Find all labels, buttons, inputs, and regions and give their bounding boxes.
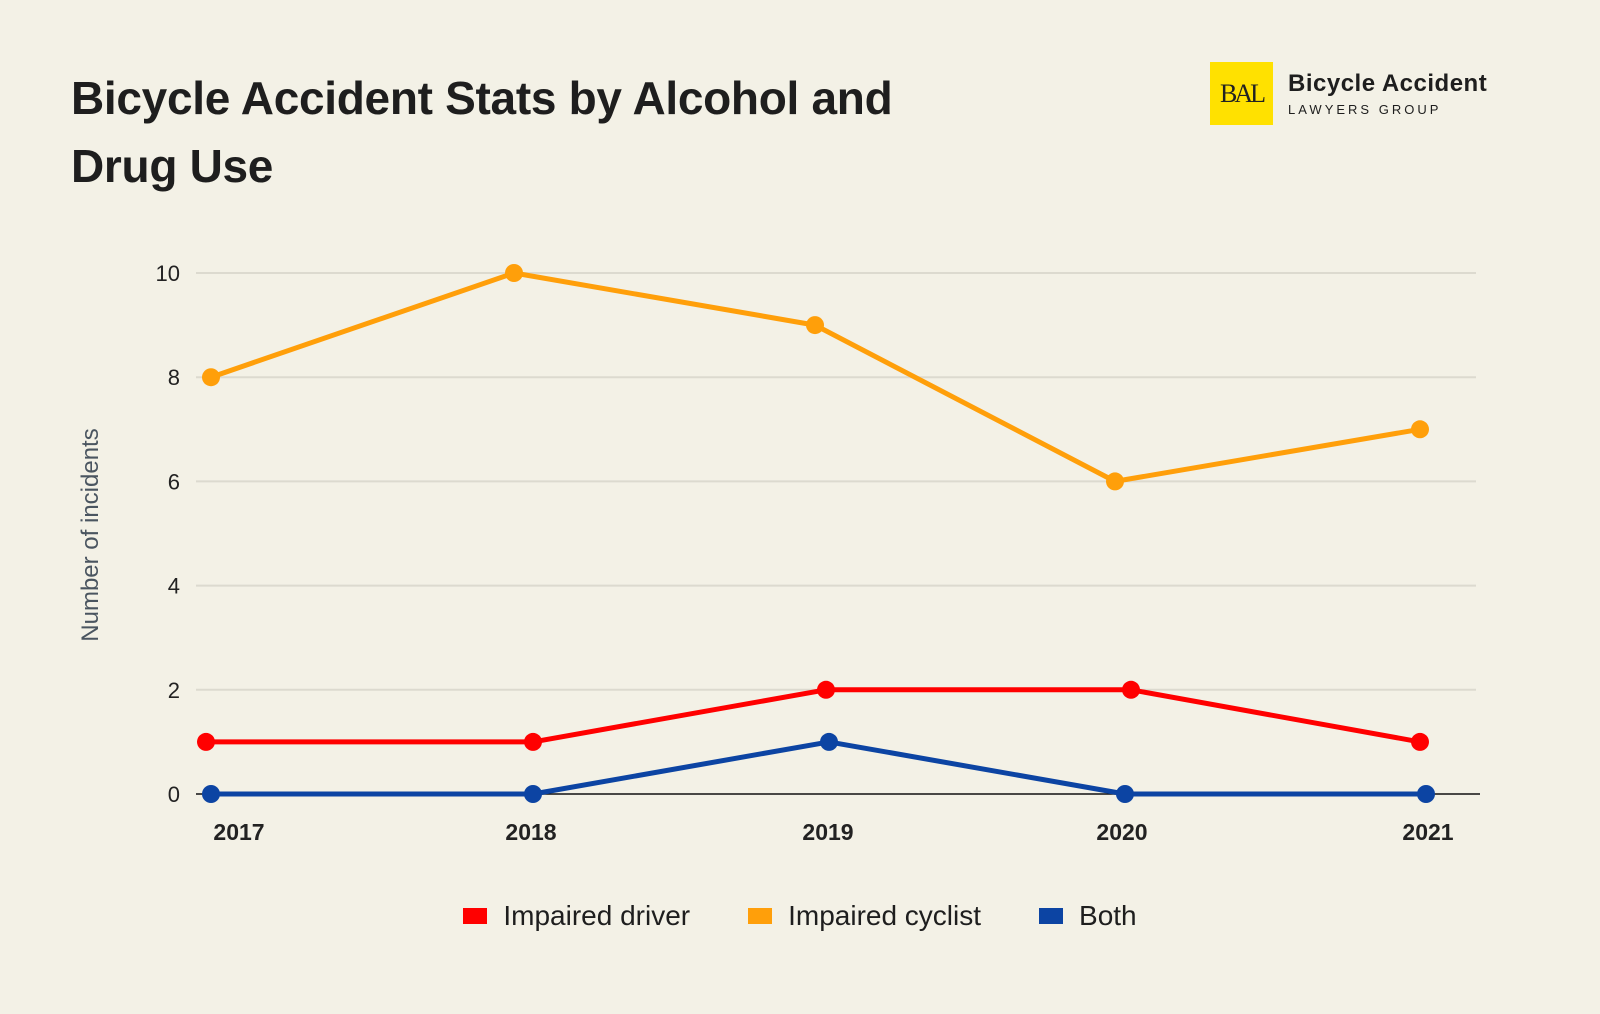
data-point bbox=[524, 785, 542, 803]
data-point bbox=[1106, 472, 1124, 491]
logo: BAL Bicycle Accident LAWYERS GROUP bbox=[1210, 62, 1487, 125]
y-tick-label: 10 bbox=[156, 261, 180, 286]
legend-swatch bbox=[463, 908, 488, 924]
data-point bbox=[202, 368, 220, 387]
y-tick-label: 6 bbox=[168, 469, 180, 494]
y-tick-label: 2 bbox=[168, 678, 180, 703]
data-point bbox=[1411, 732, 1429, 751]
legend-swatch bbox=[1039, 908, 1064, 924]
legend-item-both: Both bbox=[1039, 900, 1137, 932]
data-point bbox=[197, 732, 215, 751]
series-line-both bbox=[211, 739, 1426, 797]
data-point bbox=[202, 785, 220, 803]
y-tick-label: 4 bbox=[168, 574, 180, 599]
x-tick-label: 2018 bbox=[505, 819, 556, 845]
x-tick-label: 2020 bbox=[1096, 819, 1147, 845]
legend-item-impaired-driver: Impaired driver bbox=[463, 900, 690, 932]
y-tick-label: 0 bbox=[168, 782, 180, 807]
logo-line1: Bicycle Accident bbox=[1288, 70, 1488, 97]
logo-mark: BAL bbox=[1210, 62, 1273, 125]
data-point bbox=[524, 732, 542, 751]
series-line-impaired-driver bbox=[206, 687, 1421, 745]
data-point bbox=[806, 316, 824, 335]
data-point bbox=[1122, 680, 1140, 699]
x-tick-label: 2019 bbox=[802, 819, 853, 845]
chart-title: Bicycle Accident Stats by Alcohol and Dr… bbox=[71, 72, 893, 192]
data-point bbox=[1417, 785, 1435, 803]
data-point bbox=[1411, 420, 1429, 439]
data-point bbox=[1116, 785, 1134, 803]
legend-item-impaired-cyclist: Impaired cyclist bbox=[748, 900, 981, 932]
y-tick-label: 8 bbox=[168, 365, 180, 390]
logo-line2: LAWYERS GROUP bbox=[1288, 102, 1442, 117]
data-point bbox=[820, 732, 838, 751]
x-tick-label: 2017 bbox=[213, 819, 264, 845]
y-axis-label: Number of incidents bbox=[77, 428, 104, 641]
x-tick-label: 2021 bbox=[1402, 819, 1453, 845]
data-point bbox=[505, 264, 523, 282]
legend-swatch bbox=[748, 908, 773, 924]
legend: Impaired driver Impaired cyclist Both bbox=[0, 900, 1600, 932]
data-point bbox=[817, 680, 835, 699]
